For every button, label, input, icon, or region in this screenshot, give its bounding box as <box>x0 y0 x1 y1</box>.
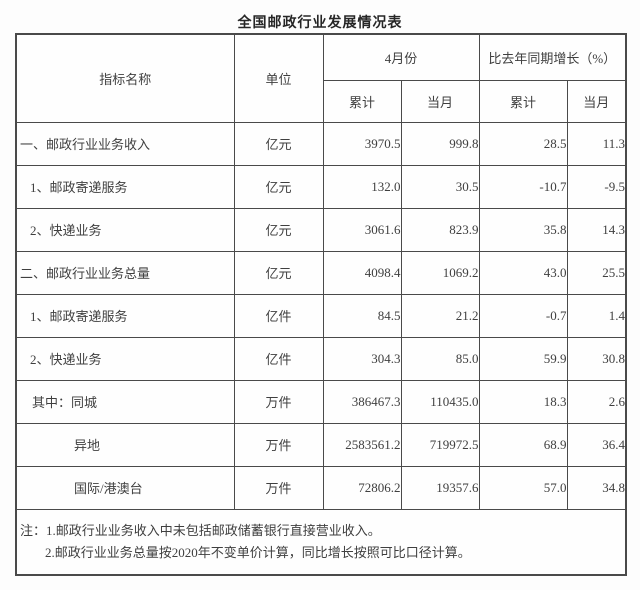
april-month-cell: 999.8 <box>400 121 480 166</box>
table-row: 其中：同城 万件 386467.3 110435.0 18.3 2.6 <box>15 379 627 424</box>
indicator-cell: 1、邮政寄递服务 <box>15 164 235 209</box>
table-title: 全国邮政行业发展情况表 <box>237 16 403 31</box>
column-header-indicator: 指标名称 <box>15 33 235 123</box>
indicator-cell: 其中：同城 <box>15 379 235 424</box>
april-month-cell: 1069.2 <box>400 250 480 295</box>
indicator-cell: 异地 <box>15 422 235 467</box>
unit-cell: 万件 <box>233 422 324 467</box>
growth-cumulative-cell: -10.7 <box>478 164 568 209</box>
column-group-april: 4月份 <box>322 33 480 81</box>
column-header-growth-month: 当月 <box>566 79 627 123</box>
growth-cumulative-cell: 68.9 <box>478 422 568 467</box>
table-row: 一、邮政行业业务收入 亿元 3970.5 999.8 28.5 11.3 <box>15 121 627 166</box>
unit-cell: 亿元 <box>233 121 324 166</box>
header-row-subcolumns: 累计 当月 累计 当月 <box>16 79 627 123</box>
table-notes: 注：1.邮政行业业务收入中未包括邮政储蓄银行直接营业收入。 2.邮政行业业务总量… <box>15 508 627 576</box>
column-header-april-month: 当月 <box>400 79 480 123</box>
note-line-1: 注：1.邮政行业业务收入中未包括邮政储蓄银行直接营业收入。 <box>20 522 381 538</box>
note-line-2: 2.邮政行业业务总量按2020年不变单价计算，同比增长按照可比口径计算。 <box>45 544 471 560</box>
column-header-growth-cumulative: 累计 <box>478 79 568 123</box>
growth-cumulative-cell: 57.0 <box>478 465 568 510</box>
indicator-cell: 国际/港澳台 <box>15 465 235 510</box>
growth-cumulative-cell: 35.8 <box>478 207 568 252</box>
table-row: 1、邮政寄递服务 亿件 84.5 21.2 -0.7 1.4 <box>15 293 627 338</box>
header-row-groups: 指标名称 单位 4月份 比去年同期增长（%） <box>15 33 627 123</box>
growth-month-cell: 14.3 <box>566 207 627 252</box>
growth-month-cell: 36.4 <box>566 422 627 467</box>
table-row: 二、邮政行业业务总量 亿元 4098.4 1069.2 43.0 25.5 <box>15 250 627 295</box>
indicator-cell: 一、邮政行业业务收入 <box>15 121 235 166</box>
april-month-cell: 19357.6 <box>400 465 480 510</box>
growth-cumulative-cell: 28.5 <box>478 121 568 166</box>
april-month-cell: 30.5 <box>400 164 480 209</box>
unit-cell: 亿件 <box>233 293 324 338</box>
april-cumulative-cell: 3061.6 <box>322 207 402 252</box>
april-cumulative-cell: 304.3 <box>322 336 402 381</box>
unit-cell: 亿件 <box>233 336 324 381</box>
indicator-cell: 2、快递业务 <box>15 336 235 381</box>
indicator-cell: 1、邮政寄递服务 <box>15 293 235 338</box>
growth-cumulative-cell: 59.9 <box>478 336 568 381</box>
april-cumulative-cell: 132.0 <box>322 164 402 209</box>
april-cumulative-cell: 72806.2 <box>322 465 402 510</box>
unit-cell: 亿元 <box>233 164 324 209</box>
april-month-cell: 719972.5 <box>400 422 480 467</box>
unit-cell: 万件 <box>233 379 324 424</box>
indicator-cell: 2、快递业务 <box>15 207 235 252</box>
growth-month-cell: 1.4 <box>566 293 627 338</box>
growth-cumulative-cell: -0.7 <box>478 293 568 338</box>
table-row: 2、快递业务 亿元 3061.6 823.9 35.8 14.3 <box>15 207 627 252</box>
growth-month-cell: 25.5 <box>566 250 627 295</box>
april-month-cell: 823.9 <box>400 207 480 252</box>
april-cumulative-cell: 84.5 <box>322 293 402 338</box>
growth-month-cell: -9.5 <box>566 164 627 209</box>
column-group-growth: 比去年同期增长（%） <box>478 33 627 81</box>
document-page: 全国邮政行业发展情况表 指标名称 单位 4月份 比去年同期增长（%） 累计 当月… <box>15 0 628 576</box>
april-cumulative-cell: 2583561.2 <box>322 422 402 467</box>
april-cumulative-cell: 386467.3 <box>322 379 402 424</box>
april-month-cell: 110435.0 <box>400 379 480 424</box>
growth-month-cell: 11.3 <box>566 121 627 166</box>
april-month-cell: 21.2 <box>400 293 480 338</box>
growth-cumulative-cell: 18.3 <box>478 379 568 424</box>
growth-month-cell: 30.8 <box>566 336 627 381</box>
column-header-unit: 单位 <box>233 33 324 123</box>
notes-row: 注：1.邮政行业业务收入中未包括邮政储蓄银行直接营业收入。 2.邮政行业业务总量… <box>15 508 627 576</box>
table-row: 2、快递业务 亿件 304.3 85.0 59.9 30.8 <box>15 336 627 381</box>
april-cumulative-cell: 4098.4 <box>322 250 402 295</box>
unit-cell: 亿元 <box>233 207 324 252</box>
indicator-cell: 二、邮政行业业务总量 <box>15 250 235 295</box>
postal-statistics-table: 指标名称 单位 4月份 比去年同期增长（%） 累计 当月 累计 当月 一、邮政行… <box>15 33 628 576</box>
growth-month-cell: 34.8 <box>566 465 627 510</box>
unit-cell: 亿元 <box>233 250 324 295</box>
table-row: 国际/港澳台 万件 72806.2 19357.6 57.0 34.8 <box>15 465 627 510</box>
table-row: 异地 万件 2583561.2 719972.5 68.9 36.4 <box>15 422 627 467</box>
growth-month-cell: 2.6 <box>566 379 627 424</box>
table-row: 1、邮政寄递服务 亿元 132.0 30.5 -10.7 -9.5 <box>15 164 627 209</box>
growth-cumulative-cell: 43.0 <box>478 250 568 295</box>
unit-cell: 万件 <box>233 465 324 510</box>
column-header-april-cumulative: 累计 <box>322 79 402 123</box>
april-month-cell: 85.0 <box>400 336 480 381</box>
april-cumulative-cell: 3970.5 <box>322 121 402 166</box>
